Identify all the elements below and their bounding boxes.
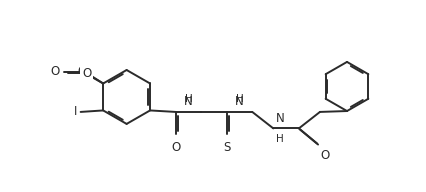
Text: N: N <box>235 95 244 108</box>
Text: H: H <box>236 94 243 103</box>
Text: S: S <box>223 141 230 154</box>
Text: O: O <box>82 66 91 79</box>
Text: H: H <box>184 94 192 103</box>
Text: O: O <box>171 141 180 154</box>
Text: O: O <box>320 149 329 162</box>
Text: H: H <box>276 134 284 144</box>
Text: N: N <box>184 95 193 108</box>
Text: N: N <box>276 112 285 125</box>
Text: I: I <box>74 105 78 118</box>
Text: O: O <box>50 65 60 78</box>
Text: O: O <box>78 65 87 78</box>
